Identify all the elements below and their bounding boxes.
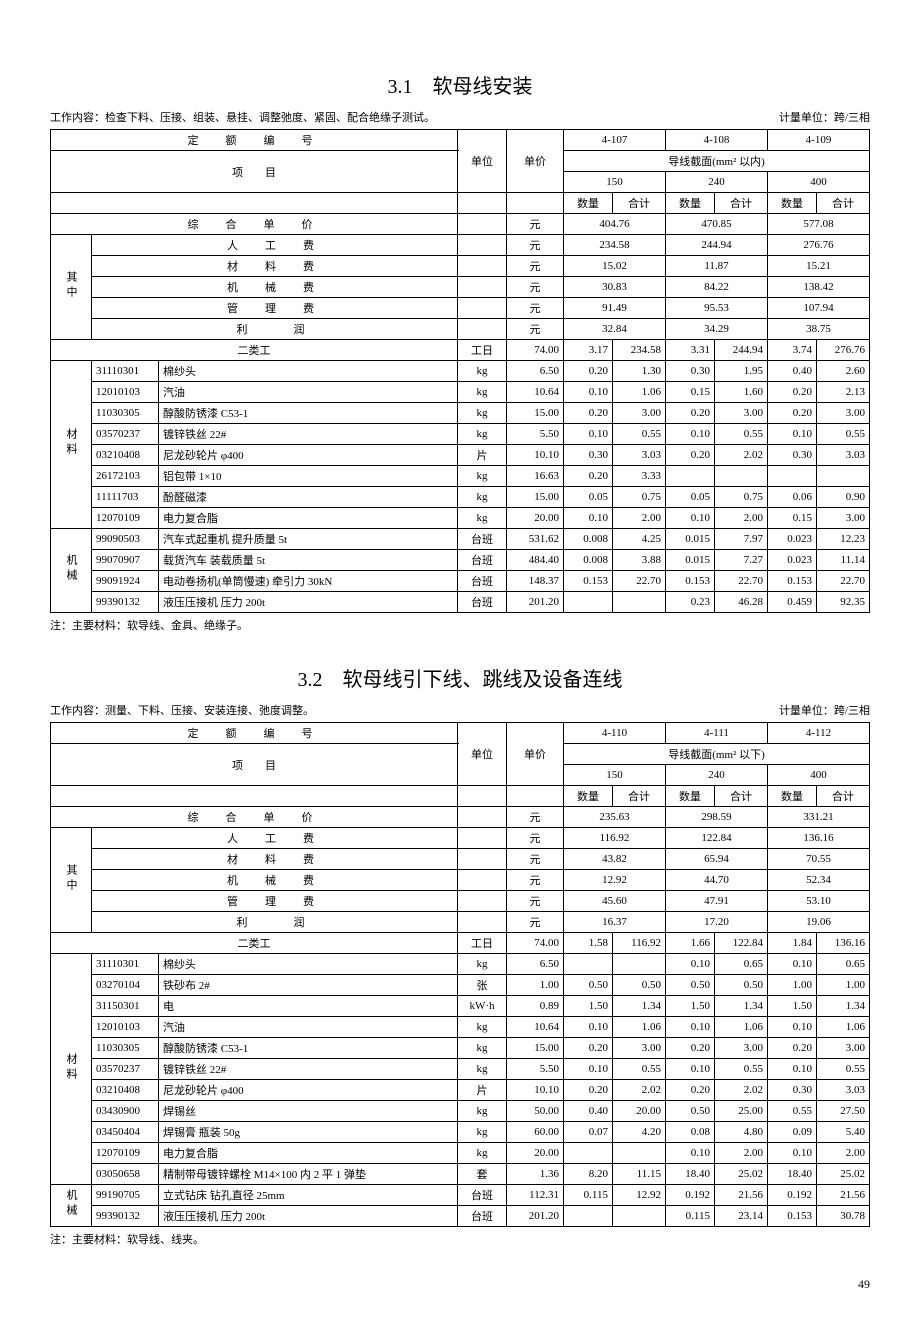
table-row: 03430900焊锡丝kg50.000.4020.000.5025.000.55… (51, 1101, 870, 1122)
table-row: 03210408尼龙砂轮片 φ400片10.100.303.030.202.02… (51, 445, 870, 466)
table-row: 31150301电kW·h0.891.501.341.501.341.501.3… (51, 996, 870, 1017)
code-0: 4-107 (564, 130, 666, 151)
sum-h: 合计 (613, 193, 666, 214)
table-row: 99070907载货汽车 装载质量 5t台班484.400.0083.880.0… (51, 550, 870, 571)
size-2: 400 (768, 172, 870, 193)
table-row: 机械99090503汽车式起重机 提升质量 5t台班531.620.0084.2… (51, 529, 870, 550)
table-row: 机械99190705立式钻床 钻孔直径 25mm台班112.310.11512.… (51, 1185, 870, 1206)
category-label: 材料 (51, 954, 92, 1185)
table-row: 11111703酚醛磁漆kg15.000.050.750.050.750.060… (51, 487, 870, 508)
table-row: 材料31110301棉纱头kg6.500.201.300.301.950.402… (51, 361, 870, 382)
table-2: 定 额 编 号 单位 单价 4-110 4-111 4-112 项 目 导线截面… (50, 722, 870, 1227)
table-row: 99091924电动卷扬机(单筒慢速) 牵引力 30kN台班148.370.15… (51, 571, 870, 592)
category-label: 机械 (51, 1185, 92, 1227)
table-row: 11030305醇酸防锈漆 C53-1kg15.000.203.000.203.… (51, 1038, 870, 1059)
note-2: 注：主要材料：软导线、线夹。 (50, 1231, 870, 1247)
qizhong: 其中 (51, 235, 92, 340)
measure-unit-1: 计量单位：跨/三相 (779, 109, 870, 125)
table-row: 12070109电力复合脂kg20.000.102.000.102.000.15… (51, 508, 870, 529)
category-label: 机械 (51, 529, 92, 613)
table-row: 12070109电力复合脂kg20.000.102.000.102.00 (51, 1143, 870, 1164)
work-content-2: 工作内容：测量、下料、压接、安装连接、弛度调整。 (50, 702, 314, 718)
item-label: 项 目 (51, 151, 458, 193)
table-row: 03570237镀锌铁丝 22#kg5.500.100.550.100.550.… (51, 424, 870, 445)
table-row: 12010103汽油kg10.640.101.060.101.060.101.0… (51, 1017, 870, 1038)
comp-unit: 元 (507, 214, 564, 235)
table-row: 99390132液压压接机 压力 200t台班201.200.11523.140… (51, 1206, 870, 1227)
size-1: 240 (666, 172, 768, 193)
comp-price-label: 综 合 单 价 (51, 214, 458, 235)
comp-val-2: 577.08 (768, 214, 870, 235)
table-row: 材料31110301棉纱头kg6.500.100.650.100.65 (51, 954, 870, 975)
section-title-1: 3.1 软母线安装 (50, 70, 870, 99)
table-row: 26172103铝包带 1×10kg16.630.203.33 (51, 466, 870, 487)
price-col-header: 单价 (507, 130, 564, 193)
work-content-1: 工作内容：检查下料、压接、组装、悬挂、调整弛度、紧固、配合绝缘子测试。 (50, 109, 435, 125)
note-1: 注：主要材料：软导线、金具、绝缘子。 (50, 617, 870, 633)
table-row: 03450404焊锡膏 瓶装 50gkg60.000.074.200.084.8… (51, 1122, 870, 1143)
comp-val-0: 404.76 (564, 214, 666, 235)
comp-val-1: 470.85 (666, 214, 768, 235)
measure-unit-2: 计量单位：跨/三相 (779, 702, 870, 718)
table-row: 99390132液压压接机 压力 200t台班201.200.2346.280.… (51, 592, 870, 613)
unit-col-header: 单位 (458, 130, 507, 193)
table-row: 03270104铁砂布 2#张1.000.500.500.500.501.001… (51, 975, 870, 996)
quota-label: 定 额 编 号 (51, 130, 458, 151)
group-header-1: 导线截面(mm² 以内) (564, 151, 870, 172)
size-0: 150 (564, 172, 666, 193)
table-row: 12010103汽油kg10.640.101.060.151.600.202.1… (51, 382, 870, 403)
section-title-2: 3.2 软母线引下线、跳线及设备连线 (50, 663, 870, 692)
qizhong: 其中 (51, 828, 92, 933)
page-number: 49 (50, 1277, 870, 1292)
table-1: 定 额 编 号 单位 单价 4-107 4-108 4-109 项 目 导线截面… (50, 129, 870, 613)
group-header-2: 导线截面(mm² 以下) (564, 744, 870, 765)
table-row: 11030305醇酸防锈漆 C53-1kg15.000.203.000.203.… (51, 403, 870, 424)
code-2: 4-109 (768, 130, 870, 151)
qty-h: 数量 (564, 193, 613, 214)
table-row: 03210408尼龙砂轮片 φ400片10.100.202.020.202.02… (51, 1080, 870, 1101)
category-label: 材料 (51, 361, 92, 529)
table-row: 03050658精制带母镀锌螺栓 M14×100 内 2 平 1 弹垫套1.36… (51, 1164, 870, 1185)
table-row: 03570237镀锌铁丝 22#kg5.500.100.550.100.550.… (51, 1059, 870, 1080)
code-1: 4-108 (666, 130, 768, 151)
